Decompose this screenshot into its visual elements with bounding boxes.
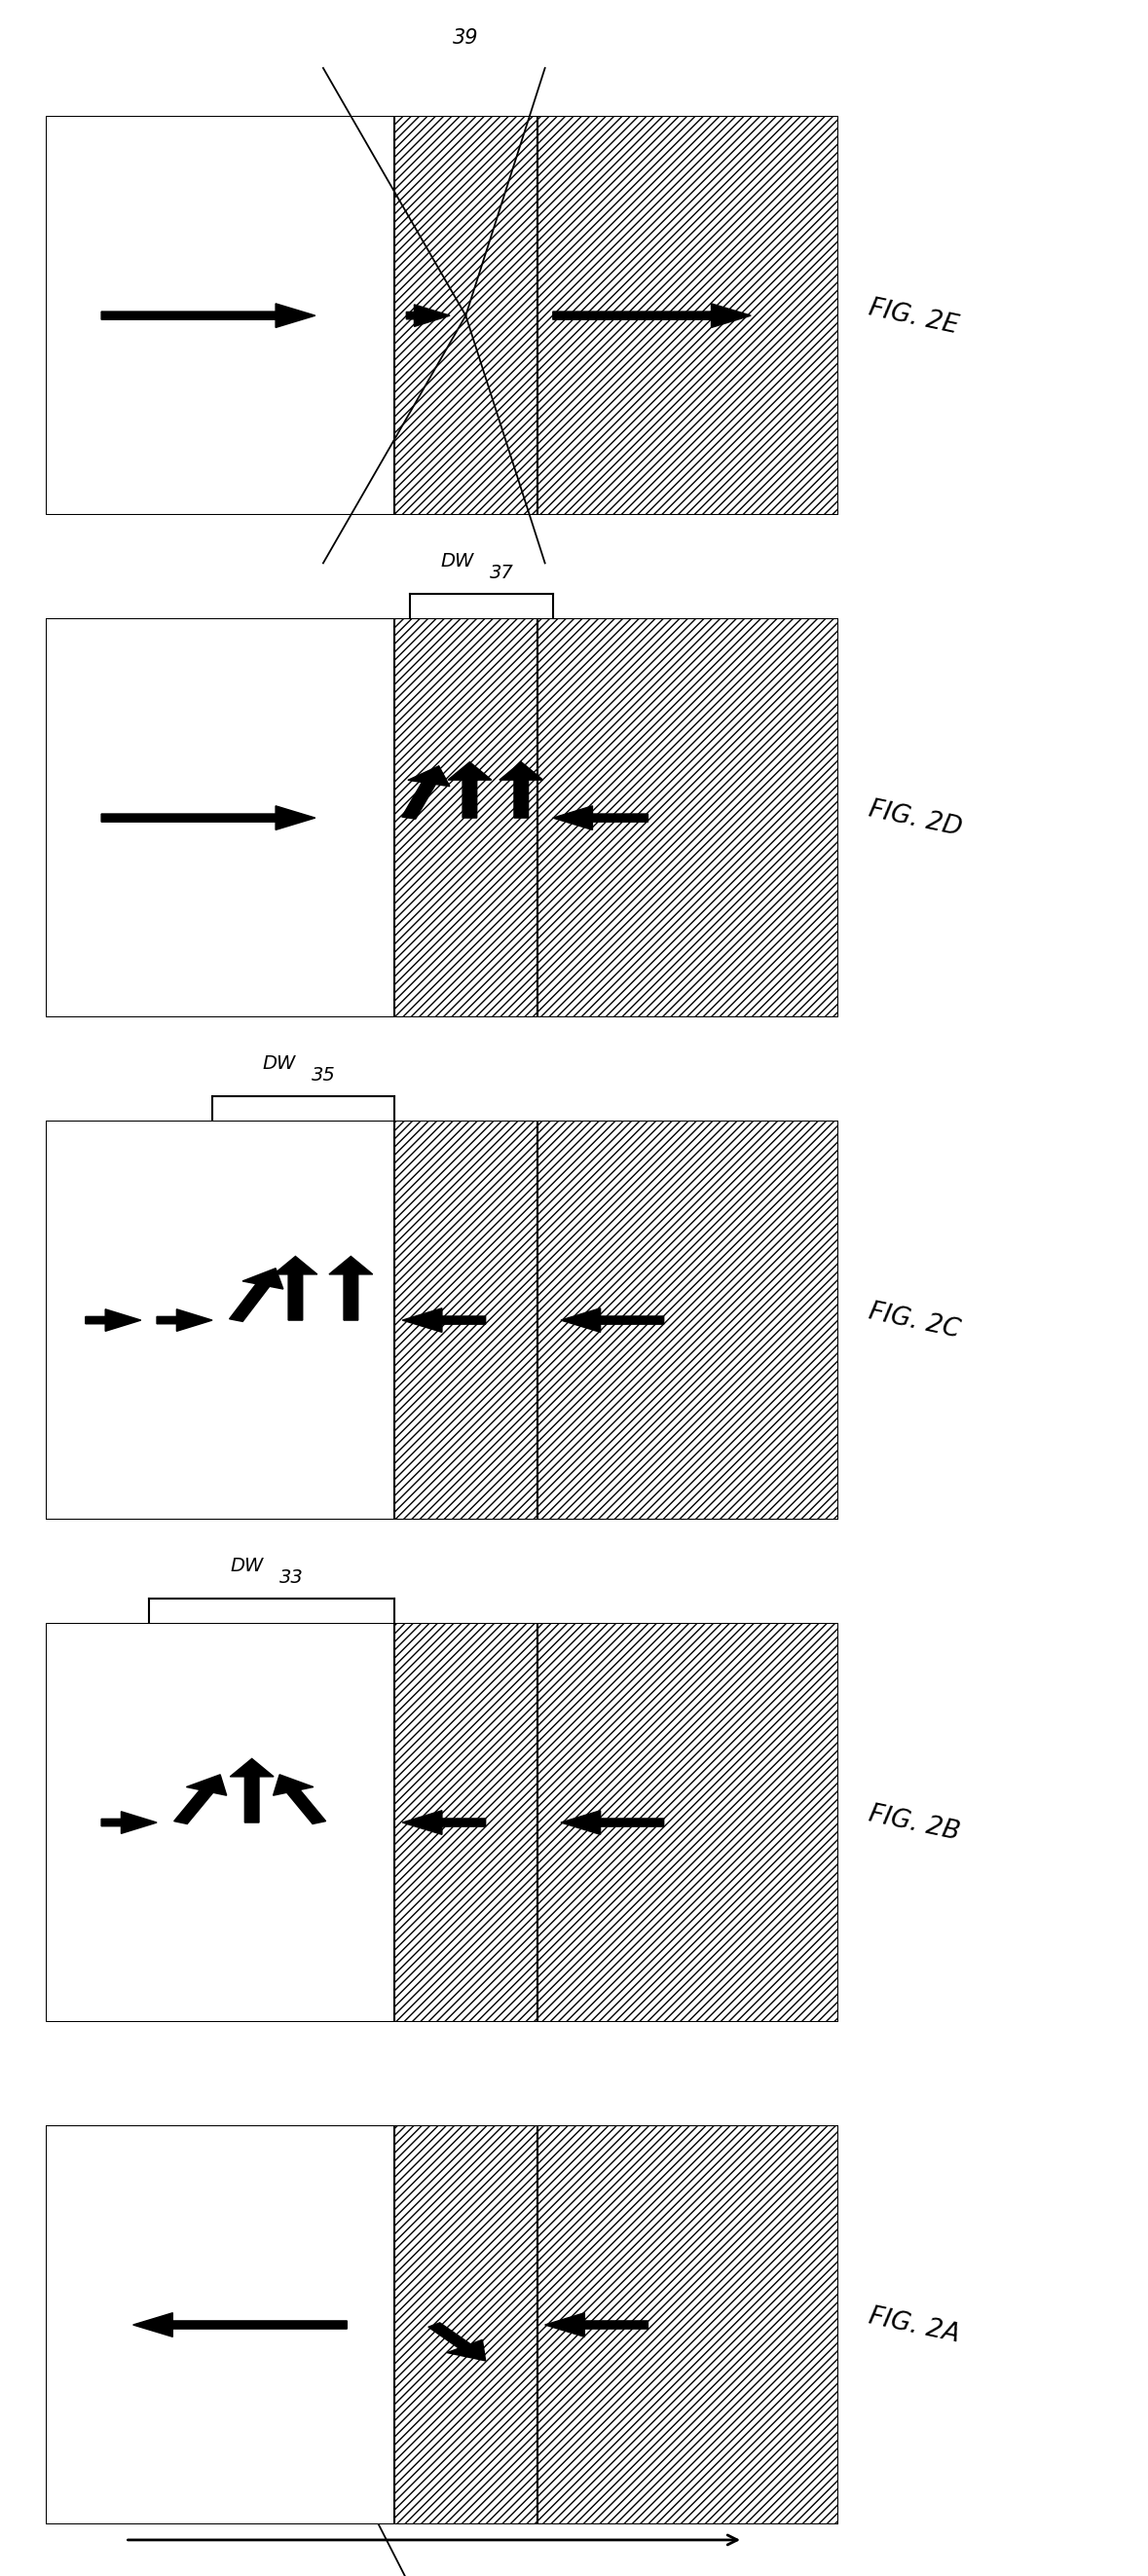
- FancyArrow shape: [406, 304, 450, 327]
- FancyArrow shape: [428, 2324, 486, 2360]
- Text: 33: 33: [280, 1569, 304, 1587]
- Text: DW: DW: [262, 1054, 295, 1072]
- FancyArrow shape: [230, 1759, 273, 1824]
- Bar: [395, 1623, 537, 2022]
- FancyArrow shape: [402, 765, 450, 819]
- Text: FIG. 2E: FIG. 2E: [867, 296, 961, 337]
- Bar: [537, 1121, 838, 1520]
- FancyArrow shape: [329, 1257, 373, 1321]
- FancyArrow shape: [545, 2313, 647, 2336]
- FancyArrow shape: [403, 1309, 486, 1332]
- FancyArrow shape: [230, 1267, 284, 1321]
- Text: FIG. 2A: FIG. 2A: [867, 2303, 962, 2349]
- FancyArrow shape: [403, 1811, 486, 1834]
- FancyArrow shape: [133, 2313, 347, 2336]
- FancyArrow shape: [85, 1309, 141, 1332]
- FancyArrow shape: [273, 1775, 326, 1824]
- FancyArrow shape: [448, 762, 491, 819]
- Bar: [395, 618, 537, 1018]
- FancyArrow shape: [553, 304, 751, 327]
- Text: FIG. 2B: FIG. 2B: [867, 1801, 962, 1847]
- Bar: [537, 618, 838, 1018]
- Text: 35: 35: [311, 1066, 335, 1084]
- FancyArrow shape: [174, 1775, 226, 1824]
- Text: DW: DW: [441, 551, 474, 569]
- FancyArrow shape: [101, 1811, 157, 1834]
- Bar: [537, 2125, 838, 2524]
- FancyArrow shape: [560, 1811, 664, 1834]
- Text: DW: DW: [231, 1556, 264, 1574]
- Bar: [395, 1121, 537, 1520]
- FancyArrow shape: [560, 1309, 664, 1332]
- Bar: [537, 116, 838, 515]
- Bar: [537, 1623, 838, 2022]
- Text: FIG. 2D: FIG. 2D: [867, 796, 964, 842]
- Text: 39: 39: [452, 28, 479, 49]
- FancyArrow shape: [553, 806, 647, 829]
- Text: FIG. 2C: FIG. 2C: [867, 1298, 963, 1345]
- Bar: [395, 116, 537, 515]
- Text: 37: 37: [489, 564, 513, 582]
- FancyArrow shape: [101, 806, 316, 829]
- FancyArrow shape: [101, 304, 316, 327]
- FancyArrow shape: [499, 762, 543, 819]
- FancyArrow shape: [273, 1257, 317, 1321]
- Bar: [395, 2125, 537, 2524]
- FancyArrow shape: [157, 1309, 212, 1332]
